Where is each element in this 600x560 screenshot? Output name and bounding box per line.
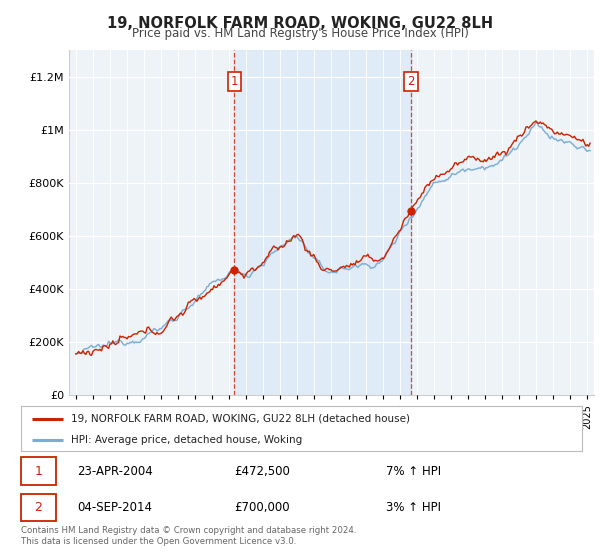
Text: £472,500: £472,500 <box>234 465 290 478</box>
FancyBboxPatch shape <box>21 494 56 521</box>
Bar <box>235 50 411 395</box>
Text: 23-APR-2004: 23-APR-2004 <box>77 465 153 478</box>
Text: Price paid vs. HM Land Registry's House Price Index (HPI): Price paid vs. HM Land Registry's House … <box>131 27 469 40</box>
Text: 1: 1 <box>230 75 238 88</box>
Text: 7% ↑ HPI: 7% ↑ HPI <box>386 465 441 478</box>
Text: £700,000: £700,000 <box>234 501 290 514</box>
Text: 04-SEP-2014: 04-SEP-2014 <box>77 501 152 514</box>
Text: 1: 1 <box>34 465 43 478</box>
Text: 2: 2 <box>407 75 415 88</box>
Text: Contains HM Land Registry data © Crown copyright and database right 2024.
This d: Contains HM Land Registry data © Crown c… <box>21 526 356 546</box>
Text: 19, NORFOLK FARM ROAD, WOKING, GU22 8LH (detached house): 19, NORFOLK FARM ROAD, WOKING, GU22 8LH … <box>71 413 410 423</box>
Text: HPI: Average price, detached house, Woking: HPI: Average price, detached house, Woki… <box>71 435 303 445</box>
Text: 19, NORFOLK FARM ROAD, WOKING, GU22 8LH: 19, NORFOLK FARM ROAD, WOKING, GU22 8LH <box>107 16 493 31</box>
Text: 3% ↑ HPI: 3% ↑ HPI <box>386 501 440 514</box>
FancyBboxPatch shape <box>21 458 56 485</box>
Text: 2: 2 <box>34 501 43 514</box>
